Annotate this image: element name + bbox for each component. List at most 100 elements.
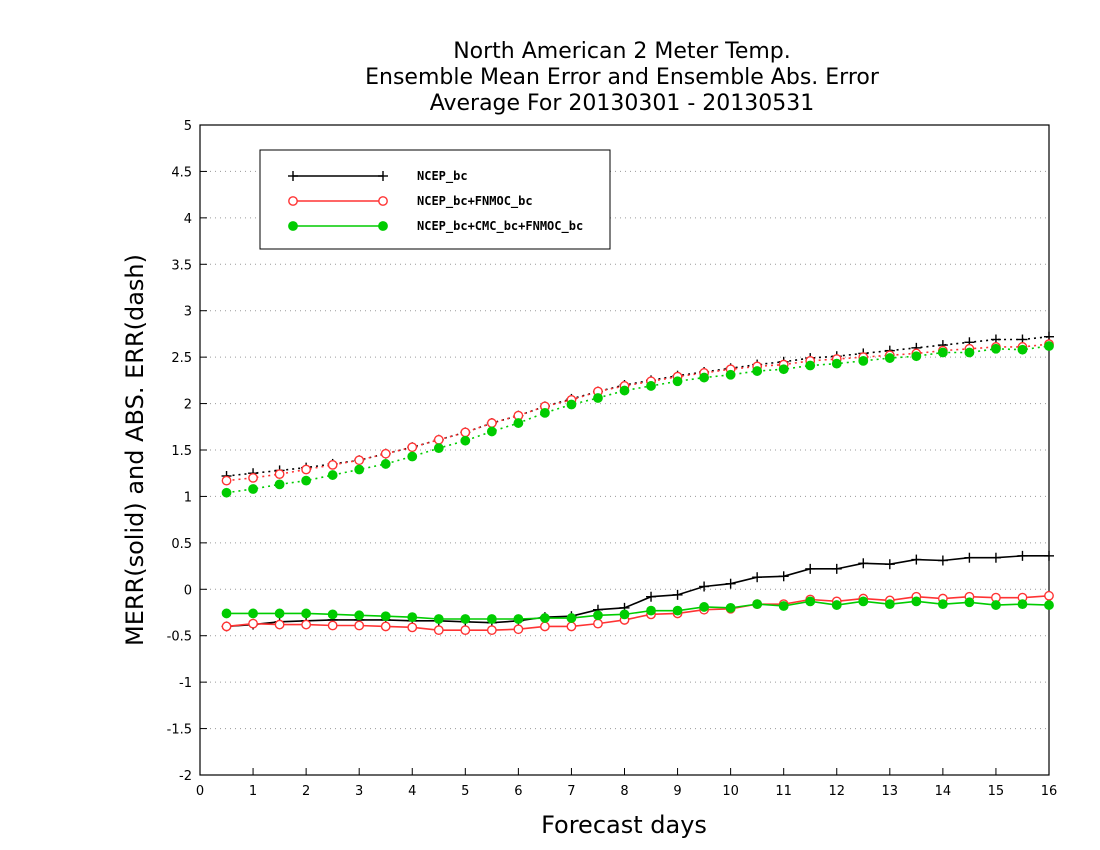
series-2-abs-point-4 [327, 470, 338, 480]
legend-marker-left-2 [288, 221, 298, 231]
y-tick-label-8: 2 [184, 398, 192, 413]
series-1-mean-point-4 [327, 620, 338, 631]
series-0-mean-point-26 [911, 554, 922, 565]
series-2-abs-point-22 [805, 360, 816, 371]
series-1-abs-point-10 [486, 418, 497, 428]
series-1-mean-point-7 [407, 622, 418, 633]
series-2-mean-point-17 [672, 605, 683, 616]
series-2-mean-point-14 [593, 610, 603, 621]
x-tick-label-12: 12 [828, 784, 845, 799]
x-tick-label-14: 14 [935, 784, 952, 799]
series-0-mean-point-19 [725, 578, 736, 589]
series-2-abs-point-21 [778, 364, 789, 375]
series-2-abs-point-18 [699, 372, 709, 383]
x-tick-label-0: 0 [196, 784, 204, 799]
x-tick-label-16: 16 [1041, 784, 1058, 799]
series-2-abs-point-20 [752, 366, 763, 376]
series-2-abs-point-28 [964, 347, 975, 358]
series-2-mean-point-30 [1017, 599, 1028, 610]
series-0-mean-point-16 [646, 591, 657, 602]
y-tick-label-12: 4 [184, 212, 192, 227]
y-tick-label-0: -2 [179, 769, 192, 784]
series-1-abs-point-2 [274, 469, 285, 480]
legend-marker-right-1 [378, 196, 388, 206]
series-2-abs-point-2 [274, 479, 285, 490]
legend-box [259, 149, 611, 250]
series-2-mean-point-24 [858, 596, 869, 607]
x-tick-label-5: 5 [461, 784, 469, 799]
series-2-mean-point-15 [619, 609, 630, 620]
series-2-abs-point-15 [619, 385, 630, 396]
x-tick-label-15: 15 [988, 784, 1005, 799]
series-0-mean-point-22 [805, 563, 816, 574]
series-2-mean-point-6 [380, 611, 391, 622]
series-1-abs-point-5 [354, 455, 365, 466]
series-2-mean-point-29 [991, 600, 1001, 610]
series-2-abs-point-12 [540, 407, 550, 418]
y-tick-label-2: -1 [179, 676, 192, 691]
x-tick-label-1: 1 [249, 784, 257, 799]
series-2-abs-point-9 [460, 435, 471, 446]
y-tick-label-4: 0 [184, 583, 192, 598]
y-tick-label-5: 0.5 [171, 537, 192, 552]
series-0-mean-point-24 [858, 558, 869, 569]
series-2-abs-point-6 [380, 459, 391, 469]
series-2-mean-point-9 [460, 614, 471, 624]
y-tick-label-10: 3 [184, 305, 192, 320]
series-2-mean-point-19 [725, 602, 736, 613]
series-2-mean-point-11 [513, 614, 524, 624]
series-0-mean-error-line [226, 555, 1049, 628]
series-1-mean-point-1 [248, 618, 258, 629]
series-2-mean-point-16 [646, 605, 656, 616]
series-1-mean-point-31 [1044, 590, 1054, 601]
series-0-mean-point-17 [672, 589, 683, 600]
series-1-abs-point-9 [460, 427, 471, 438]
x-tick-label-4: 4 [408, 784, 416, 799]
y-tick-label-14: 5 [184, 119, 192, 134]
series-2-mean-point-4 [327, 609, 338, 620]
legend-marker-right-2 [378, 221, 388, 231]
series-2-mean-point-31 [1044, 600, 1054, 610]
y-tick-label-9: 2.5 [171, 351, 192, 366]
series-0-mean-point-18 [699, 581, 710, 592]
series-0-mean-point-29 [990, 552, 1001, 563]
series-2-abs-point-31 [1044, 341, 1054, 351]
series-2-abs-point-8 [433, 443, 444, 454]
series-2-mean-point-8 [433, 614, 444, 624]
series-2-abs-point-26 [911, 351, 922, 362]
series-2-abs-point-25 [884, 353, 895, 363]
x-tick-label-11: 11 [775, 784, 792, 799]
series-1-abs-point-7 [407, 442, 418, 453]
series-2-mean-point-22 [805, 596, 816, 607]
series-2-mean-point-3 [301, 608, 312, 619]
legend-marker-left-1 [288, 196, 298, 206]
series-0-mean-point-20 [752, 572, 763, 583]
series-2-abs-point-29 [991, 343, 1001, 354]
chart-title: North American 2 Meter Temp. Ensemble Me… [365, 39, 880, 116]
series-2-mean-point-10 [486, 614, 497, 624]
series-2-mean-point-2 [274, 608, 285, 619]
series-2-abs-point-1 [248, 484, 258, 494]
gridlines [200, 170, 1049, 730]
y-tick-label-13: 4.5 [171, 165, 192, 180]
series-2-mean-point-18 [699, 602, 709, 612]
series-2-abs-point-0 [221, 487, 232, 498]
series-2-abs-point-24 [858, 355, 869, 366]
series-1-mean-point-2 [274, 619, 285, 630]
tick-labels: 0 1 2 3 4 5 6 7 8 9 10 11 12 13 14 15 16-2-1.5-1-0.500.5… [167, 119, 1058, 799]
x-tick-label-9: 9 [673, 784, 681, 799]
series-1-abs-point-0 [221, 475, 232, 486]
series-2-mean-point-20 [752, 599, 763, 610]
x-tick-label-8: 8 [620, 784, 628, 799]
series-1-mean-point-14 [593, 618, 603, 629]
series-2-abs-error-line [226, 345, 1050, 494]
series-0-mean-point-31 [1044, 550, 1054, 561]
series-0-mean-point-23 [831, 563, 842, 574]
series-1-abs-point-4 [327, 459, 338, 470]
x-tick-label-13: 13 [882, 784, 899, 799]
series-1-mean-point-3 [301, 619, 312, 630]
series-1-abs-point-8 [433, 434, 444, 445]
series-1-abs-error-line [226, 343, 1050, 482]
series-1-abs-point-6 [380, 448, 391, 459]
